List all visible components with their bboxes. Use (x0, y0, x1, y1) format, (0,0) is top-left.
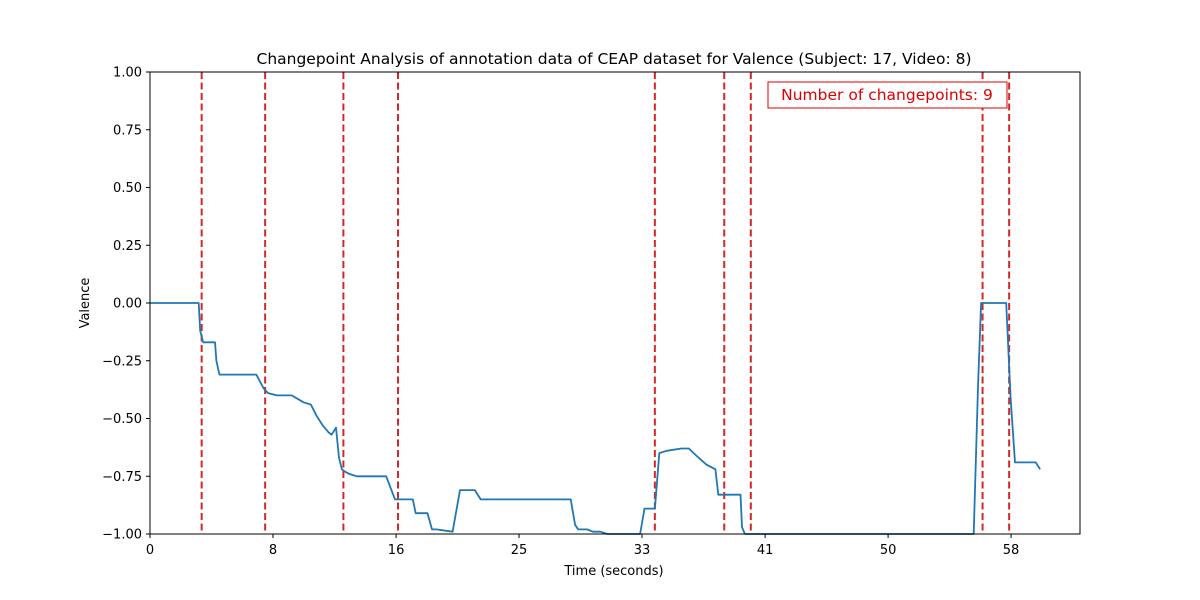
y-tick-label: 0.50 (113, 181, 142, 196)
x-tick-label: 0 (146, 543, 154, 558)
plot-area (150, 72, 1080, 534)
y-tick-label: −0.75 (102, 470, 142, 485)
y-tick-label: −1.00 (102, 528, 142, 543)
x-tick-label: 8 (269, 543, 277, 558)
y-tick-label: −0.25 (102, 354, 142, 369)
y-tick-label: 0.25 (113, 239, 142, 254)
y-tick-label: −0.50 (102, 412, 142, 427)
y-tick-label: 0.75 (113, 123, 142, 138)
y-tick-label: 0.00 (113, 297, 142, 312)
y-axis-label: Valence (78, 278, 93, 329)
series-line-1 (150, 302, 1041, 535)
changepoint-count-annotation: Number of changepoints: 9 (767, 81, 1008, 109)
changepoint-lines (200, 72, 1011, 534)
x-tick-label: 16 (388, 543, 405, 558)
x-tick-label: 50 (880, 543, 897, 558)
x-tick-label: 58 (1003, 543, 1020, 558)
annotation-box-frame (767, 81, 1008, 109)
x-tick-label: 25 (511, 543, 528, 558)
annotation-text: Number of changepoints: 9 (781, 86, 993, 104)
x-tick-label: 41 (757, 543, 774, 558)
x-tick-label: 33 (634, 543, 651, 558)
x-axis-label: Time (seconds) (563, 564, 663, 579)
ticks: 0 8 16 25 33 41 50 58 −1.00 −0.75 −0.50 −0.25 0.00 0.… (102, 66, 1019, 559)
chart-title: Changepoint Analysis of annotation data … (257, 50, 972, 68)
y-tick-label: 1.00 (113, 66, 142, 81)
plot-background (150, 72, 1080, 534)
series-layer (150, 302, 1041, 535)
